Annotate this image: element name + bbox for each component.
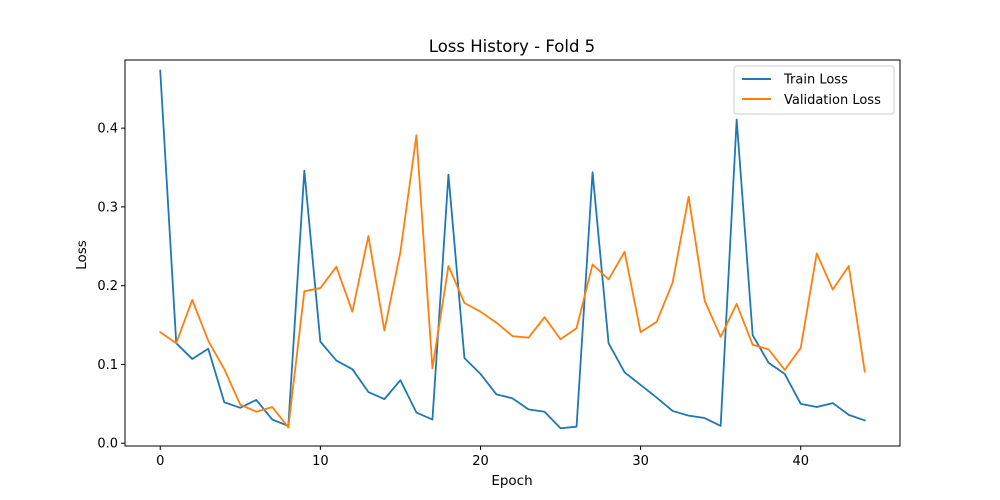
y-tick-label: 0.3 — [97, 200, 118, 215]
legend-label-validation-loss: Validation Loss — [784, 93, 881, 108]
x-tick-label: 30 — [632, 454, 649, 469]
legend: Train Loss Validation Loss — [733, 65, 895, 115]
x-tick-label: 40 — [792, 454, 809, 469]
x-tick-label: 20 — [472, 454, 489, 469]
axes-frame — [124, 59, 901, 447]
y-tick-label: 0.2 — [97, 279, 118, 294]
chart-title: Loss History - Fold 5 — [429, 37, 595, 56]
plot-area: 0 10 20 30 40 0.0 0.1 0.2 0.3 0.4 — [97, 59, 901, 469]
legend-frame — [733, 65, 895, 115]
x-tick-label: 10 — [312, 454, 329, 469]
y-tick-label: 0.0 — [97, 437, 118, 452]
x-axis-label: Epoch — [491, 473, 532, 489]
y-axis-label: Loss — [74, 240, 90, 270]
y-tick-label: 0.4 — [97, 122, 118, 137]
y-tick-label: 0.1 — [97, 358, 118, 373]
series-line-train-loss — [159, 69, 866, 430]
legend-label-train-loss: Train Loss — [783, 73, 848, 88]
x-tick-label: 0 — [156, 454, 164, 469]
series-line-validation-loss — [158, 134, 866, 429]
